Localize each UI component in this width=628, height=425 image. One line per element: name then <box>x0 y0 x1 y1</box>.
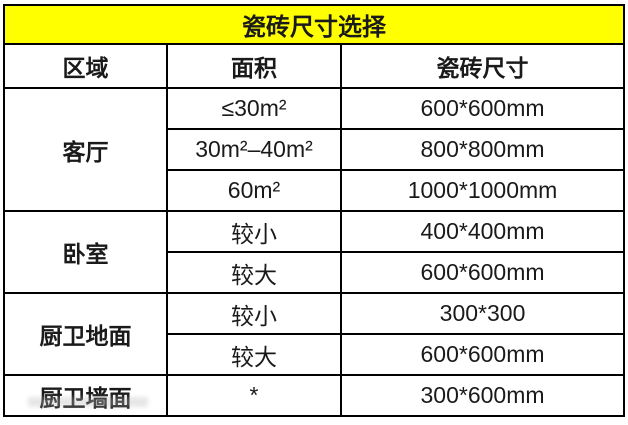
tile-size-cell: 400*400mm <box>339 210 626 253</box>
area-size-cell: 较小 <box>166 210 342 253</box>
tile-size-cell: 600*600mm <box>339 333 626 376</box>
area-cell-kitchen-bath-floor: 厨卫地面 <box>3 292 168 376</box>
table-row: 厨卫墙面 * 300*600mm <box>3 374 626 417</box>
area-cell-bedroom: 卧室 <box>3 210 168 294</box>
table-row: 60m² 1000*1000mm <box>4 169 626 212</box>
area-size-cell: * <box>166 374 342 417</box>
header-size-range: 面积 <box>166 43 342 89</box>
area-size-cell: ≤30m² <box>166 87 342 130</box>
tile-size-cell: 600*600mm <box>339 251 626 294</box>
area-size-cell: 较小 <box>166 292 342 335</box>
table-row: 较大 600*600mm <box>4 251 626 294</box>
table-row: 厨卫地面 较小 300*300 <box>3 292 626 376</box>
tile-size-table: 瓷砖尺寸选择 区域 面积 瓷砖尺寸 客厅 ≤30m² 600*600mm 30m… <box>2 4 626 417</box>
header-row: 区域 面积 瓷砖尺寸 <box>3 43 626 89</box>
tile-size-cell: 300*600mm <box>339 374 626 417</box>
area-size-cell: 30m²–40m² <box>166 128 342 171</box>
area-size-cell: 60m² <box>166 169 342 212</box>
title-row: 瓷砖尺寸选择 <box>2 4 626 45</box>
tile-size-cell: 800*800mm <box>339 128 626 171</box>
area-size-cell: 较大 <box>166 251 342 294</box>
tile-size-cell: 1000*1000mm <box>339 169 626 212</box>
table-row: 30m²–40m² 800*800mm <box>4 128 626 171</box>
area-size-cell: 较大 <box>166 333 342 376</box>
table-title: 瓷砖尺寸选择 <box>2 4 626 45</box>
tile-size-cell: 600*600mm <box>339 87 626 130</box>
area-cell-living-room: 客厅 <box>3 87 168 212</box>
tile-size-cell: 300*300 <box>339 292 626 335</box>
area-cell-kitchen-bath-wall: 厨卫墙面 <box>3 374 168 417</box>
table-row: 卧室 较小 400*400mm <box>3 210 626 294</box>
header-tile-size: 瓷砖尺寸 <box>339 43 626 89</box>
table-row: 客厅 ≤30m² 600*600mm <box>3 87 626 212</box>
table-row: 较大 600*600mm <box>4 333 626 376</box>
header-area: 区域 <box>3 43 168 89</box>
